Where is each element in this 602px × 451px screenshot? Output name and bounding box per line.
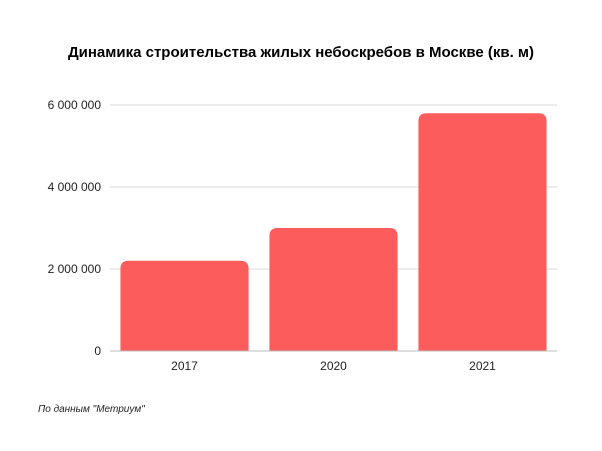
x-tick-label: 2021 — [469, 359, 496, 373]
y-tick-label: 6 000 000 — [48, 98, 102, 112]
y-tick-label: 0 — [94, 344, 101, 358]
bar — [418, 113, 547, 351]
y-tick-label: 4 000 000 — [48, 180, 102, 194]
bar — [269, 228, 398, 351]
source-note: По данным "Метриум" — [38, 404, 145, 415]
bar — [120, 260, 249, 351]
chart-title: Динамика строительства жилых небоскребов… — [67, 44, 535, 61]
x-tick-label: 2020 — [320, 359, 347, 373]
y-tick-label: 2 000 000 — [48, 262, 102, 276]
x-tick-label: 2017 — [171, 359, 198, 373]
